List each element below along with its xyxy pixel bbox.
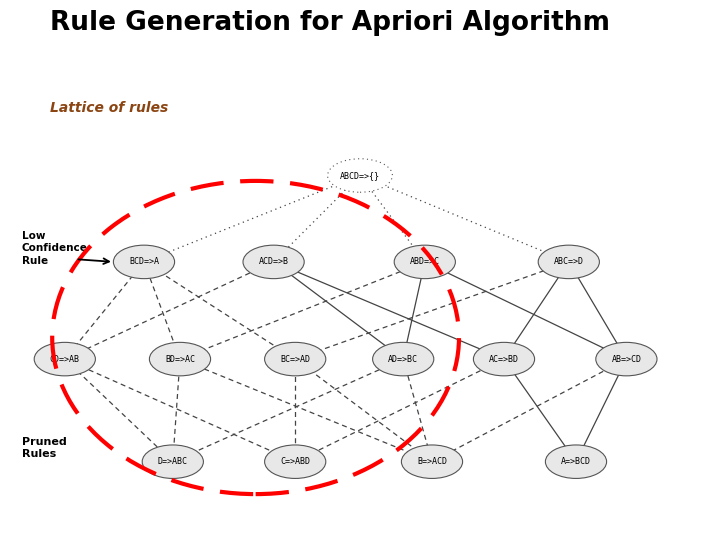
Ellipse shape <box>142 445 203 478</box>
Text: ABD=>C: ABD=>C <box>410 258 440 266</box>
Text: Low
Confidence
Rule: Low Confidence Rule <box>22 231 87 266</box>
Text: AB=>CD: AB=>CD <box>611 355 642 363</box>
Text: Rule Generation for Apriori Algorithm: Rule Generation for Apriori Algorithm <box>50 10 611 36</box>
Text: Pruned
Rules: Pruned Rules <box>22 437 66 460</box>
Ellipse shape <box>373 342 434 376</box>
Text: C=>ABD: C=>ABD <box>280 457 310 466</box>
Ellipse shape <box>596 342 657 376</box>
Ellipse shape <box>394 245 455 279</box>
Text: A=>BCD: A=>BCD <box>561 457 591 466</box>
Ellipse shape <box>402 445 463 478</box>
Text: CD=>AB: CD=>AB <box>50 355 80 363</box>
Ellipse shape <box>539 245 600 279</box>
Ellipse shape <box>328 159 392 192</box>
Text: Lattice of rules: Lattice of rules <box>50 102 168 115</box>
Text: B=>ACD: B=>ACD <box>417 457 447 466</box>
Ellipse shape <box>265 342 325 376</box>
Text: D=>ABC: D=>ABC <box>158 457 188 466</box>
Ellipse shape <box>150 342 211 376</box>
Text: BD=>AC: BD=>AC <box>165 355 195 363</box>
Ellipse shape <box>546 445 606 478</box>
Text: AC=>BD: AC=>BD <box>489 355 519 363</box>
Ellipse shape <box>473 342 534 376</box>
Ellipse shape <box>114 245 174 279</box>
Ellipse shape <box>243 245 305 279</box>
Text: ACD=>B: ACD=>B <box>258 258 289 266</box>
Ellipse shape <box>265 445 325 478</box>
Text: AD=>BC: AD=>BC <box>388 355 418 363</box>
Ellipse shape <box>34 342 95 376</box>
Text: ABCD=>{}: ABCD=>{} <box>340 171 380 180</box>
Text: ABC=>D: ABC=>D <box>554 258 584 266</box>
Text: BC=>AD: BC=>AD <box>280 355 310 363</box>
Text: BCD=>A: BCD=>A <box>129 258 159 266</box>
